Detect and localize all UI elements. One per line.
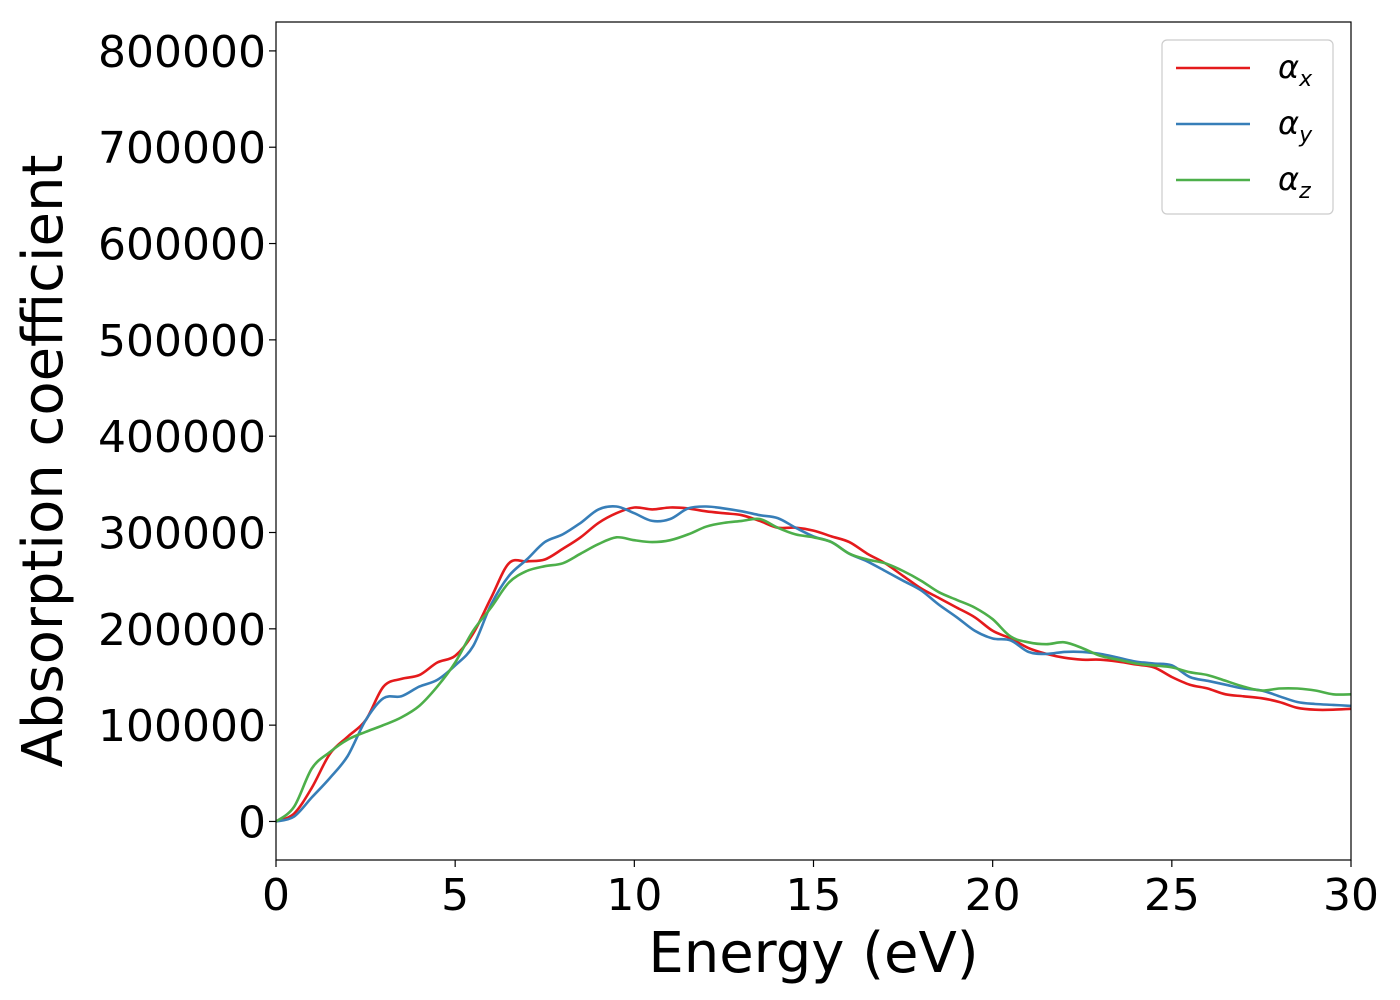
y-axis-ticks: 0 100000 200000 300000 400000 500000 600000 700… bbox=[98, 27, 276, 848]
x-axis-ticks: 0 5 10 15 20 25 30 bbox=[262, 860, 1379, 921]
x-tick-label: 30 bbox=[1323, 870, 1379, 921]
y-tick-label: 600000 bbox=[98, 220, 266, 271]
legend-label-x: αx bbox=[1278, 48, 1313, 92]
x-tick-label: 25 bbox=[1144, 870, 1200, 921]
y-tick-label: 700000 bbox=[98, 123, 266, 174]
series-line-z bbox=[275, 517, 1352, 823]
legend: αx αy αz bbox=[1161, 39, 1334, 215]
x-axis-label: Energy (eV) bbox=[648, 921, 978, 986]
series-line-x bbox=[275, 506, 1352, 823]
y-tick-label: 500000 bbox=[98, 316, 266, 367]
y-tick-label: 800000 bbox=[98, 27, 266, 78]
legend-label-y: αy bbox=[1278, 104, 1313, 148]
y-axis-label: Absorption coefficient bbox=[11, 155, 76, 768]
y-tick-label: 400000 bbox=[98, 412, 266, 463]
y-tick-label: 200000 bbox=[98, 605, 266, 656]
x-tick-label: 20 bbox=[965, 870, 1021, 921]
legend-label-z: αz bbox=[1278, 160, 1311, 204]
y-tick-label: 300000 bbox=[98, 509, 266, 560]
x-tick-label: 5 bbox=[441, 870, 469, 921]
y-tick-label: 100000 bbox=[98, 701, 266, 752]
series-layer bbox=[275, 505, 1352, 823]
x-tick-label: 0 bbox=[262, 870, 290, 921]
legend-box bbox=[1161, 39, 1334, 215]
y-tick-label: 0 bbox=[238, 797, 266, 848]
x-tick-label: 15 bbox=[786, 870, 842, 921]
x-tick-label: 10 bbox=[606, 870, 662, 921]
